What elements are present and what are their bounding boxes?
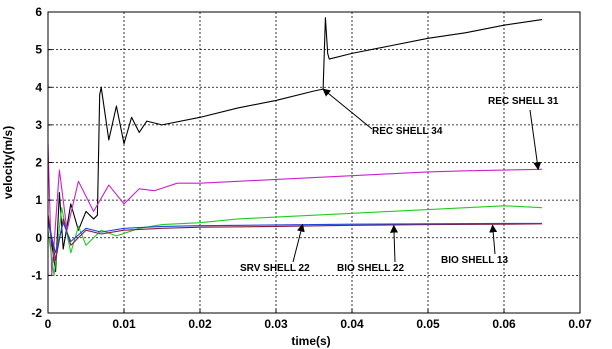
y-tick-label: 4	[35, 80, 42, 94]
y-tick-label: 5	[35, 43, 42, 57]
x-tick-label: 0	[45, 317, 52, 331]
annotation-arrow	[292, 223, 305, 263]
y-tick-label: 1	[35, 193, 42, 207]
x-tick-label: 0.03	[264, 317, 288, 331]
annotation-label: REC SHELL 31	[488, 96, 559, 107]
annotation-label: SRV SHELL 22	[240, 263, 310, 274]
x-axis-label: time(s)	[291, 334, 330, 348]
x-tick-label: 0.05	[416, 317, 440, 331]
annotation-label: BIO SHELL 13	[441, 255, 508, 266]
series-line	[47, 205, 543, 276]
y-axis-label: velocity(m/s)	[1, 126, 15, 199]
x-tick-label: 0.07	[568, 317, 592, 331]
y-tick-label: -1	[31, 268, 42, 282]
y-tick-label: 6	[35, 5, 42, 19]
x-tick-label: 0.06	[492, 317, 516, 331]
annotation-arrow	[390, 224, 399, 263]
x-tick-label: 0.04	[340, 317, 364, 331]
annotation-label: REC SHELL 34	[372, 126, 443, 137]
y-tick-label: 0	[35, 231, 42, 245]
y-tick-label: 2	[35, 156, 42, 170]
series-line	[47, 17, 543, 273]
series-line	[47, 222, 542, 254]
annotation-arrow	[489, 224, 498, 255]
annotation-arrow	[529, 109, 542, 171]
series-line	[47, 215, 543, 261]
x-tick-label: 0.01	[112, 317, 136, 331]
x-tick-label: 0.02	[188, 317, 212, 331]
series-line	[47, 143, 543, 276]
annotation-label: BIO SHELL 22	[337, 263, 404, 274]
y-tick-label: -2	[31, 306, 42, 320]
y-tick-label: 3	[35, 118, 42, 132]
annotation-arrow	[322, 88, 373, 130]
